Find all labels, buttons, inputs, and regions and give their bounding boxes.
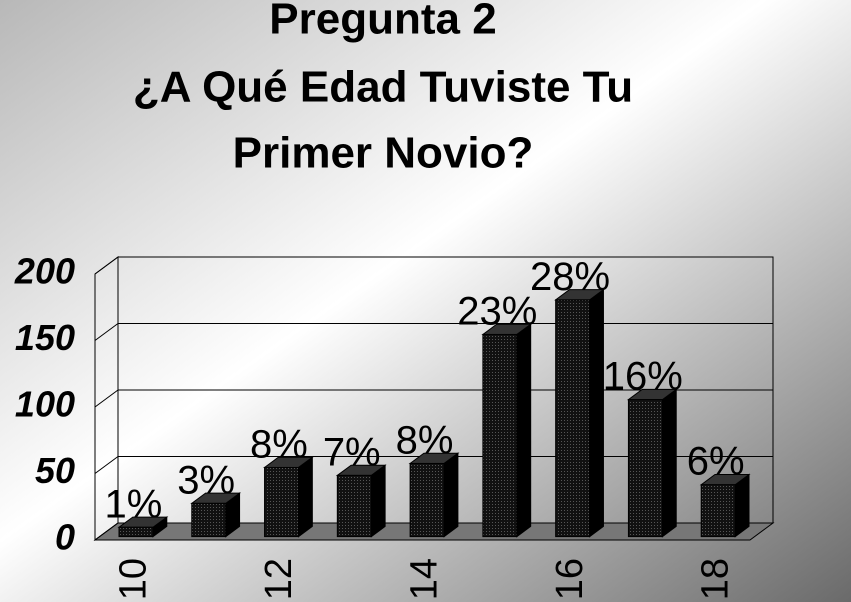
bar	[627, 399, 663, 538]
bar	[118, 526, 154, 538]
data-label: 8%	[396, 418, 454, 462]
data-label: 6%	[687, 440, 745, 484]
grid-line	[94, 456, 119, 474]
grid-line	[94, 522, 119, 541]
x-tick-label: 16	[549, 558, 591, 600]
data-label: 16%	[603, 355, 683, 399]
y-tick-label: 0	[55, 517, 75, 558]
chart-title: ¿A Qué Edad Tuviste Tu	[133, 63, 633, 112]
x-tick-label: 12	[258, 558, 300, 600]
bar	[409, 462, 445, 538]
bar-side	[734, 473, 750, 538]
y-tick-label: 100	[15, 384, 75, 425]
bar	[700, 484, 736, 538]
y-tick-label: 150	[15, 317, 75, 358]
bar	[191, 502, 227, 538]
bar	[264, 466, 300, 538]
bar	[336, 474, 372, 538]
x-tick-label: 14	[404, 558, 446, 600]
data-label: 1%	[104, 482, 162, 526]
grid-line	[94, 256, 119, 275]
x-tick-label: 10	[112, 558, 154, 600]
data-label: 23%	[457, 289, 537, 333]
bar-side	[298, 456, 313, 538]
bar-side	[443, 452, 459, 538]
bar	[482, 333, 518, 538]
bar	[555, 299, 591, 538]
data-label: 7%	[323, 430, 381, 474]
bar-side	[516, 323, 532, 538]
grid-line	[94, 389, 119, 408]
bar-side	[589, 288, 604, 538]
grid-line	[94, 323, 119, 341]
bar-side	[661, 388, 677, 538]
data-label: 8%	[250, 422, 308, 466]
y-tick-label: 50	[35, 450, 75, 491]
chart-title: Pregunta 2	[269, 0, 496, 44]
y-tick-label: 200	[14, 251, 75, 292]
data-label: 28%	[530, 255, 610, 299]
x-tick-label: 18	[695, 558, 737, 600]
chart-title: Primer Novio?	[233, 129, 534, 178]
data-label: 3%	[177, 458, 235, 502]
bar-side	[370, 464, 386, 538]
